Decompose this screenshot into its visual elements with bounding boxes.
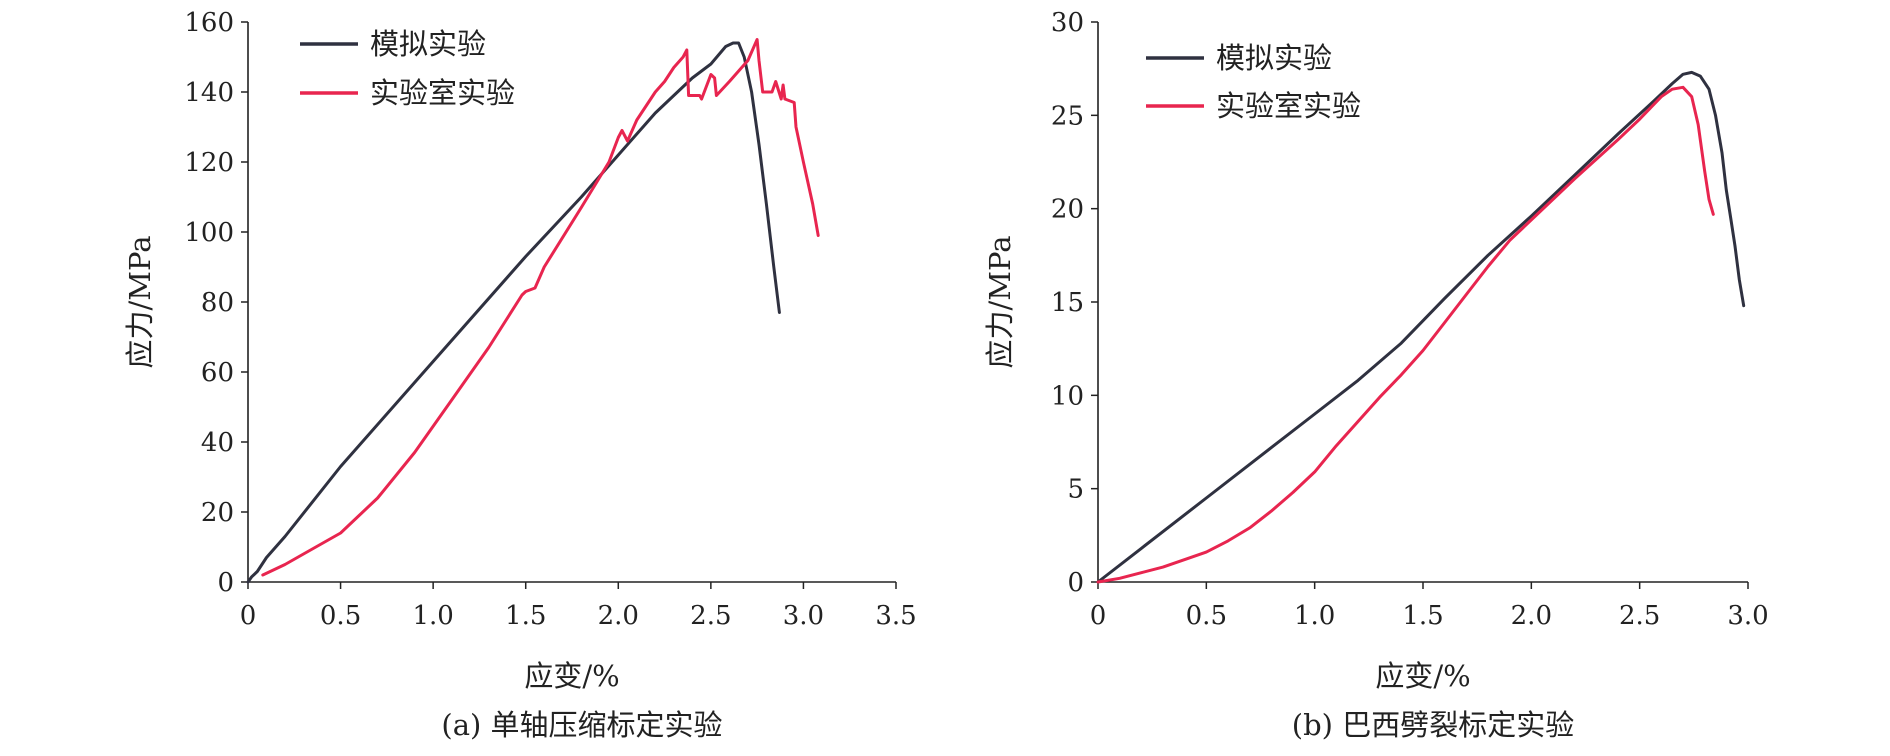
legend-label: 实验室实验 — [1216, 89, 1361, 123]
y-tick-label: 25 — [1051, 101, 1084, 131]
x-tick-label: 2.0 — [598, 601, 639, 631]
chart-uniaxial-compression: 0 20 40 60 80 100 120 140 160 0 0.5 1.0 1.5 2.0 2.5 3.0… — [123, 8, 917, 742]
y-tick-label: 80 — [201, 288, 234, 318]
x-tick-label: 0 — [1090, 601, 1107, 631]
x-tick-label: 0.5 — [320, 601, 361, 631]
chart-brazilian-splitting: 0 5 10 15 20 25 30 0 0.5 1.0 1.5 2.0 2.5 3.0 应变/% 应力/MP… — [983, 8, 1769, 742]
y-tick-label: 5 — [1067, 475, 1084, 505]
y-tick-label: 140 — [184, 78, 234, 108]
x-tick-label: 3.5 — [875, 601, 916, 631]
y-tick-label: 40 — [201, 428, 234, 458]
x-tick-label: 1.5 — [505, 601, 546, 631]
x-axis-title: 应变/% — [1375, 659, 1470, 693]
y-tick-label: 10 — [1051, 381, 1084, 411]
x-tick-label: 0 — [240, 601, 257, 631]
y-tick-label: 0 — [1067, 568, 1084, 598]
y-tick-label: 60 — [201, 358, 234, 388]
y-tick-label: 120 — [184, 148, 234, 178]
y-axis-title: 应力/MPa — [983, 236, 1017, 369]
x-tick-label: 2.5 — [690, 601, 731, 631]
x-tick-label: 3.0 — [783, 601, 824, 631]
x-tick-label: 2.0 — [1511, 601, 1552, 631]
y-tick-label: 0 — [217, 568, 234, 598]
x-tick-label: 0.5 — [1186, 601, 1227, 631]
legend-label: 模拟实验 — [370, 27, 486, 61]
x-tick-label: 1.5 — [1402, 601, 1443, 631]
x-tick-label: 2.5 — [1619, 601, 1660, 631]
y-axis-title: 应力/MPa — [123, 236, 157, 369]
y-tick-label: 30 — [1051, 8, 1084, 38]
series-line-laboratory — [261, 38, 820, 577]
y-tick-label: 20 — [201, 498, 234, 528]
x-tick-label: 3.0 — [1727, 601, 1768, 631]
y-tick-label: 100 — [184, 218, 234, 248]
y-tick-label: 20 — [1051, 195, 1084, 225]
x-tick-label: 1.0 — [412, 601, 453, 631]
series-line-simulation — [246, 41, 781, 584]
chart-caption: (a) 单轴压缩标定实验 — [441, 708, 722, 742]
chart-caption: (b) 巴西劈裂标定实验 — [1292, 708, 1574, 742]
legend-label: 模拟实验 — [1216, 41, 1332, 75]
x-axis-title: 应变/% — [524, 659, 619, 693]
series-line-simulation — [1096, 70, 1746, 584]
x-tick-label: 1.0 — [1294, 601, 1335, 631]
series-line-laboratory — [1096, 85, 1715, 584]
y-tick-label: 160 — [184, 8, 234, 38]
legend-label: 实验室实验 — [370, 76, 515, 110]
y-tick-label: 15 — [1051, 288, 1084, 318]
